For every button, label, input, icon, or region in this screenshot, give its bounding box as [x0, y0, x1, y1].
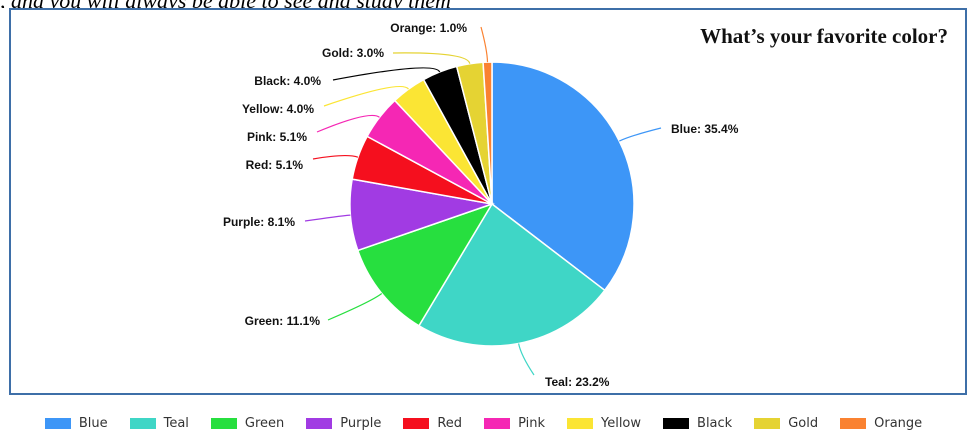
chart-frame: Blue: 35.4% Teal: 23.2% Green: 11.1% Purple…: [9, 8, 967, 395]
connector-yellow: [323, 85, 409, 107]
connector-gold: [392, 52, 471, 64]
data-label-red: Red: 5.1%: [246, 158, 304, 172]
pie-chart: Blue: 35.4% Teal: 23.2% Green: 11.1% Purple…: [223, 21, 739, 389]
connector-pink: [316, 114, 380, 133]
legend-swatch-yellow: [567, 417, 593, 429]
legend-label-purple: Purple: [340, 415, 382, 431]
connector-red: [312, 154, 359, 160]
legend-item-orange[interactable]: Orange: [840, 416, 922, 431]
legend-item-green[interactable]: Green: [210, 415, 285, 431]
legend-item-blue[interactable]: Blue: [44, 415, 108, 431]
legend-label-orange: Orange: [874, 415, 923, 431]
pie-slice-teal[interactable]: [417, 202, 606, 347]
connector-orange: [480, 26, 489, 63]
legend-item-purple[interactable]: Purple: [306, 416, 381, 431]
legend-swatch-green: [210, 417, 237, 429]
data-label-purple: Purple: 8.1%: [223, 215, 295, 229]
legend-swatch-blue: [44, 417, 71, 429]
legend-swatch-teal: [129, 417, 156, 429]
chart-legend: Blue Teal Green Purple Red Pink Yellow Black Gol…: [0, 415, 967, 431]
legend-label-pink: Pink: [518, 415, 545, 431]
legend-label-blue: Blue: [78, 415, 108, 431]
legend-swatch-black: [663, 417, 690, 429]
legend-label-yellow: Yellow: [601, 415, 642, 431]
legend-item-yellow[interactable]: Yellow: [567, 416, 641, 431]
legend-label-gold: Gold: [788, 415, 819, 431]
legend-label-red: Red: [437, 415, 463, 431]
data-label-blue: Blue: 35.4%: [671, 122, 739, 136]
legend-item-teal[interactable]: Teal: [129, 415, 189, 431]
chart-title: What’s your favorite color?: [700, 24, 948, 48]
legend-label-teal: Teal: [163, 415, 189, 431]
data-label-gold: Gold: 3.0%: [322, 46, 384, 60]
data-label-orange: Orange: 1.0%: [390, 21, 467, 35]
header-text-fragment: , and you will always be able to see and…: [0, 0, 967, 8]
legend-swatch-gold: [754, 417, 781, 429]
data-label-green: Green: 11.1%: [245, 314, 321, 328]
connector-teal: [518, 343, 535, 376]
legend-swatch-orange: [840, 417, 867, 429]
legend-swatch-purple: [306, 417, 333, 429]
legend-label-black: Black: [697, 415, 733, 431]
legend-item-gold[interactable]: Gold: [754, 416, 818, 431]
legend-swatch-pink: [484, 417, 511, 429]
data-label-black: Black: 4.0%: [254, 74, 321, 88]
data-label-pink: Pink: 5.1%: [247, 130, 307, 144]
legend-item-pink[interactable]: Pink: [484, 416, 545, 431]
pie-slice-green[interactable]: [356, 202, 494, 327]
legend-item-red[interactable]: Red: [403, 416, 462, 431]
connector-green: [327, 293, 383, 321]
connector-purple: [304, 214, 351, 222]
legend-label-green: Green: [244, 415, 285, 431]
data-label-teal: Teal: 23.2%: [545, 375, 610, 389]
data-label-yellow: Yellow: 4.0%: [242, 102, 314, 116]
connector-black: [332, 67, 441, 81]
legend-swatch-red: [403, 417, 430, 429]
connector-blue: [619, 127, 662, 142]
legend-item-black[interactable]: Black: [663, 416, 732, 431]
